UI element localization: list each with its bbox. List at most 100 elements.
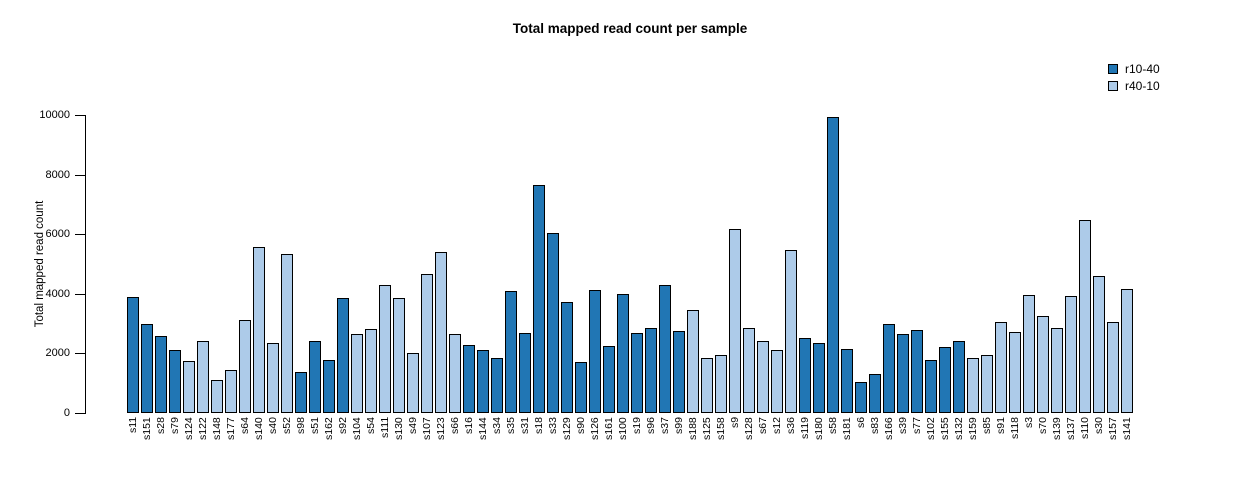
bar xyxy=(1093,276,1105,413)
y-axis-tick xyxy=(75,413,85,414)
x-axis-label: s99 xyxy=(673,417,685,434)
bar xyxy=(883,324,895,413)
legend-item: r10-40 xyxy=(1108,62,1160,76)
bar xyxy=(603,346,615,413)
x-axis-label: s35 xyxy=(505,417,517,434)
x-axis-label: s31 xyxy=(519,417,531,434)
legend-item: r40-10 xyxy=(1108,79,1160,93)
bar xyxy=(463,345,475,413)
y-axis-tick-label: 8000 xyxy=(45,169,70,181)
bar xyxy=(799,338,811,413)
x-axis-label: s110 xyxy=(1079,417,1091,439)
x-axis-label: s85 xyxy=(981,417,993,434)
bar xyxy=(477,350,489,413)
bar xyxy=(281,254,293,413)
x-axis-label: s54 xyxy=(365,417,377,434)
bar xyxy=(421,274,433,413)
bar xyxy=(155,336,167,413)
bar xyxy=(435,252,447,413)
x-axis-label: s67 xyxy=(757,417,769,434)
x-axis-label: s66 xyxy=(449,417,461,434)
x-axis-label: s118 xyxy=(1009,417,1021,439)
bar xyxy=(939,347,951,413)
bars-area xyxy=(126,115,1134,413)
x-axis-label: s40 xyxy=(267,417,279,434)
bar xyxy=(197,341,209,413)
bar xyxy=(491,358,503,413)
bar xyxy=(1065,296,1077,413)
x-axis-label: s130 xyxy=(393,417,405,440)
x-axis-label: s155 xyxy=(939,417,951,440)
x-axis-label: s180 xyxy=(813,417,825,440)
x-axis-label: s129 xyxy=(561,417,573,440)
bar xyxy=(309,341,321,413)
x-axis-label: s140 xyxy=(253,417,265,440)
y-axis-tick-label: 0 xyxy=(63,407,70,419)
x-axis-label: s158 xyxy=(715,417,727,440)
x-axis-label: s83 xyxy=(869,417,881,434)
bar xyxy=(127,297,139,413)
x-axis-label: s162 xyxy=(323,417,335,440)
y-axis-tick xyxy=(75,353,85,354)
bar xyxy=(869,374,881,413)
legend: r10-40 r40-10 xyxy=(1108,62,1160,96)
x-axis-label: s28 xyxy=(155,417,167,434)
bar xyxy=(253,247,265,413)
x-axis-label: s30 xyxy=(1093,417,1105,434)
x-axis-label: s122 xyxy=(197,417,209,440)
x-axis-label: s70 xyxy=(1037,417,1049,434)
y-axis-line xyxy=(85,115,86,414)
x-axis-label: s102 xyxy=(925,417,937,440)
bar xyxy=(141,324,153,413)
bar xyxy=(561,302,573,413)
bar xyxy=(295,372,307,413)
y-axis-tick xyxy=(75,234,85,235)
y-axis-tick-label: 10000 xyxy=(39,109,70,121)
x-axis-label: s91 xyxy=(995,417,1007,434)
bar xyxy=(183,361,195,413)
y-axis-tick-label: 4000 xyxy=(45,288,70,300)
x-axis-label: s159 xyxy=(967,417,979,440)
x-axis-label: s49 xyxy=(407,417,419,434)
bar xyxy=(757,341,769,413)
bar xyxy=(1121,289,1133,413)
x-axis-label: s161 xyxy=(603,417,615,440)
x-axis-label: s166 xyxy=(883,417,895,440)
x-axis-label: s123 xyxy=(435,417,447,440)
legend-swatch-r40-10 xyxy=(1108,81,1118,91)
y-axis-tick-label: 6000 xyxy=(45,228,70,240)
x-axis-label: s151 xyxy=(141,417,153,440)
bar xyxy=(351,334,363,413)
x-axis-label: s132 xyxy=(953,417,965,440)
x-axis-label: s188 xyxy=(687,417,699,440)
x-axis-label: s96 xyxy=(645,417,657,434)
x-axis-label: s177 xyxy=(225,417,237,440)
bar xyxy=(855,382,867,413)
bar xyxy=(505,291,517,413)
bar xyxy=(743,328,755,413)
bar xyxy=(1051,328,1063,413)
x-axis-label: s39 xyxy=(897,417,909,434)
x-axis-label: s100 xyxy=(617,417,629,440)
x-axis-label: s79 xyxy=(169,417,181,434)
x-axis-label: s124 xyxy=(183,417,195,440)
x-axis-label: s144 xyxy=(477,417,489,440)
bar xyxy=(813,343,825,413)
bar xyxy=(925,360,937,413)
bar xyxy=(771,350,783,413)
bar xyxy=(785,250,797,413)
bar xyxy=(687,310,699,413)
bar xyxy=(365,329,377,413)
bar xyxy=(673,331,685,413)
bar xyxy=(1023,295,1035,413)
bar xyxy=(379,285,391,413)
x-axis-label: s64 xyxy=(239,417,251,434)
x-axis-label: s34 xyxy=(491,417,503,434)
x-axis-label: s58 xyxy=(827,417,839,434)
bar xyxy=(1009,332,1021,413)
x-axis-label: s12 xyxy=(771,417,783,434)
x-axis-label: s18 xyxy=(533,417,545,434)
x-axis-label: s19 xyxy=(631,417,643,434)
bar xyxy=(841,349,853,413)
x-axis-label: s139 xyxy=(1051,417,1063,440)
